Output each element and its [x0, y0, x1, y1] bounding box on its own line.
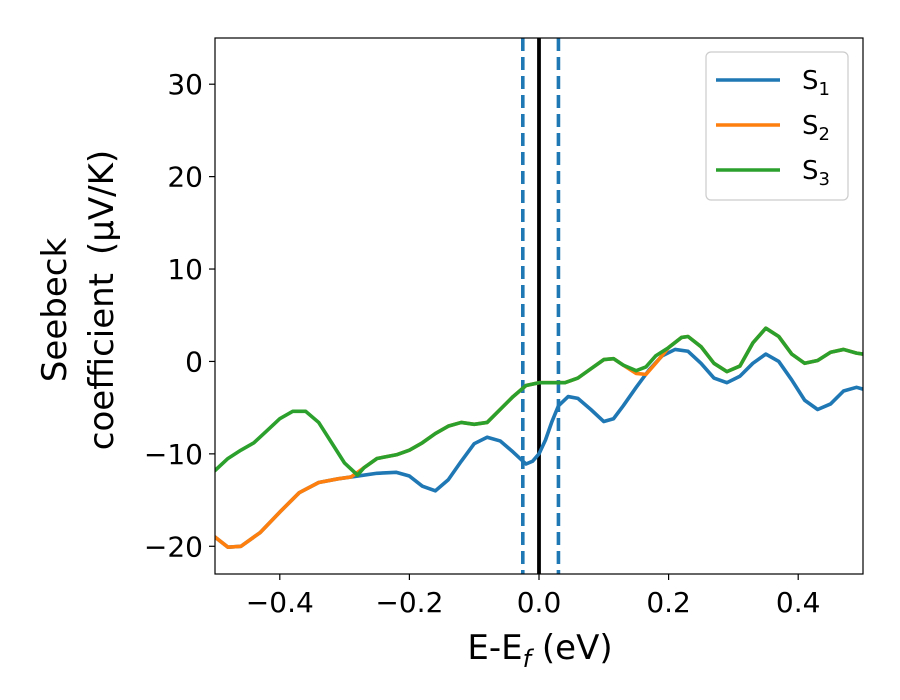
- legend-label-s2: S2: [802, 111, 830, 145]
- series-lines: [215, 326, 863, 549]
- legend: S1 S2 S3: [705, 51, 849, 201]
- y-tick-label: 20: [167, 161, 203, 194]
- y-tick-label: 30: [167, 68, 203, 101]
- x-tick-label: 0.2: [646, 586, 691, 619]
- legend-label-s1: S1: [802, 66, 830, 100]
- y-tick-label: 0: [185, 345, 203, 378]
- y-axis-title-line2: coefficient(μV/K): [82, 150, 122, 450]
- reference-lines: [520, 38, 561, 574]
- x-tick-label: −0.4: [246, 586, 314, 619]
- series-line-s1: [215, 347, 863, 549]
- y-tick-label: −20: [144, 530, 203, 563]
- y-tick-label: 10: [167, 253, 203, 286]
- y-axis-title: Seebeck coefficient(μV/K): [35, 150, 122, 450]
- x-axis-title: E-Ef (eV): [467, 628, 612, 673]
- x-tick-label: −0.2: [375, 586, 443, 619]
- x-tick-label: 0.0: [517, 586, 562, 619]
- legend-label-s3: S3: [802, 156, 830, 190]
- x-axis-ticks: −0.4 −0.2 0.0 0.2 0.4: [246, 574, 821, 619]
- series-line-s3: [215, 326, 863, 477]
- x-tick-label: 0.4: [776, 586, 821, 619]
- y-axis-ticks: −20 −10 0 10 20 30: [144, 68, 215, 563]
- y-tick-label: −10: [144, 438, 203, 471]
- y-axis-title-line1: Seebeck: [35, 238, 75, 383]
